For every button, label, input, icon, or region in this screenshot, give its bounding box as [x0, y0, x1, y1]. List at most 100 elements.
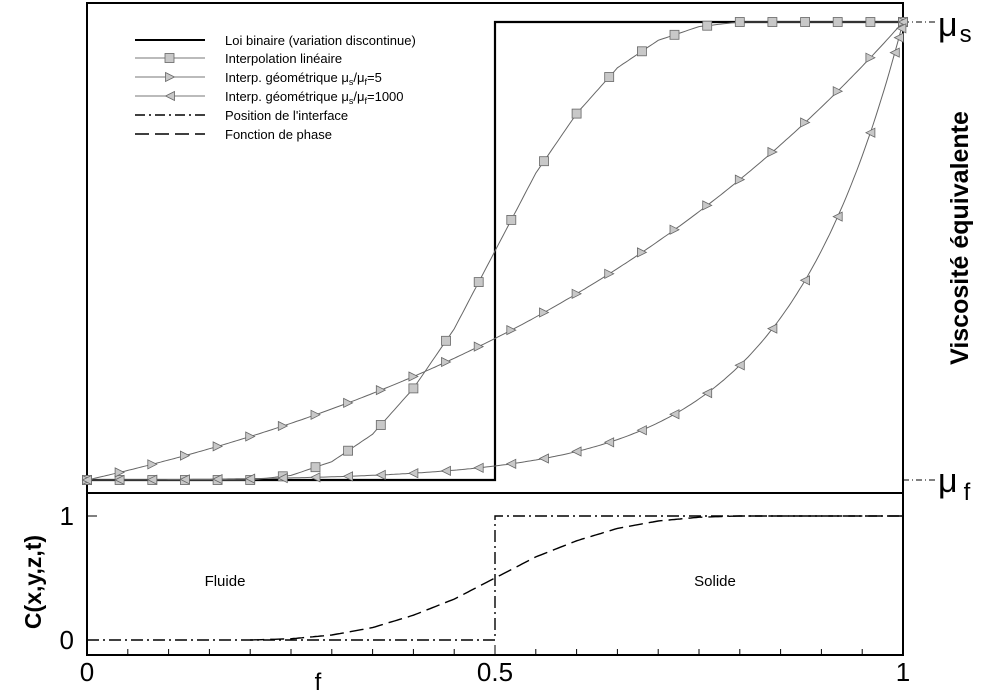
geometric-1000-marker: [375, 469, 386, 481]
linear-marker: [604, 72, 615, 82]
legend-swatch-geometric-1000: [135, 90, 205, 102]
x-axis-label: f: [315, 669, 322, 694]
geometric-5-marker: [277, 420, 289, 432]
linear-marker: [767, 17, 778, 27]
geometric-5-marker: [669, 224, 680, 235]
geometric-1000-marker: [538, 453, 549, 464]
legend-label-geometric-1000: Interp. géométrique μs/μf=1000: [225, 89, 404, 106]
geometric-1000-marker: [473, 462, 484, 473]
geometric-1000-marker: [408, 468, 419, 479]
linear-marker: [343, 445, 354, 456]
legend-label-geometric-5: Interp. géométrique μs/μf=5: [225, 70, 382, 87]
y-tick-label: 0: [60, 625, 74, 655]
geometric-5-marker: [832, 86, 844, 97]
geometric-5-marker: [441, 356, 452, 368]
lower-y-axis-label: C(x,y,z,t): [20, 535, 46, 629]
geometric-5-marker: [506, 324, 517, 336]
series-interface-position: [87, 515, 903, 641]
geometric-1000-marker: [832, 211, 843, 222]
series-phase-function: [250, 515, 903, 641]
geometric-1000-marker: [179, 474, 190, 485]
x-tick-label: 1: [896, 657, 910, 687]
geometric-5-marker: [245, 431, 256, 442]
geometric-1000-marker: [669, 409, 680, 420]
linear-marker: [832, 17, 843, 27]
geometric-1000-marker: [799, 275, 810, 286]
geometric-5-marker: [571, 288, 582, 299]
geometric-5-marker: [702, 200, 713, 211]
geometric-1000-marker: [146, 474, 158, 485]
legend-label-binary: Loi binaire (variation discontinue): [225, 33, 416, 48]
geometric-5-marker: [865, 52, 876, 63]
linear-marker: [375, 420, 386, 430]
geometric-1000-marker: [244, 473, 256, 484]
linear-marker: [800, 17, 810, 27]
geometric-5-marker: [604, 268, 615, 279]
geometric-1000-marker: [571, 446, 582, 457]
geometric-5-marker: [800, 117, 811, 128]
series-linear-line: [87, 21, 903, 481]
geometric-5-marker: [343, 397, 354, 409]
linear-marker: [310, 462, 321, 473]
y-tick-label: 1: [60, 501, 74, 531]
geometric-1000-marker: [342, 471, 353, 482]
geometric-1000-marker: [310, 472, 321, 483]
geometric-5-marker: [734, 174, 746, 185]
legend-swatch-linear: [135, 53, 205, 63]
geometric-5-marker: [375, 384, 387, 396]
linear-marker: [539, 156, 549, 167]
series-geometric-5-line: [86, 21, 904, 481]
annotation-solide: Solide: [694, 573, 736, 590]
geometric-1000-marker: [636, 425, 647, 436]
legend-swatch-geometric-5: [135, 71, 205, 83]
geometric-5-marker: [539, 307, 550, 318]
geometric-5-marker: [473, 341, 485, 352]
linear-marker: [865, 17, 876, 27]
geometric-1000-marker: [212, 473, 223, 485]
geometric-5-marker: [212, 441, 223, 452]
geometric-1000-marker: [440, 465, 451, 477]
geometric-1000-marker: [896, 23, 907, 34]
linear-marker: [506, 214, 517, 225]
geometric-5-marker: [637, 247, 648, 258]
mu-s-level-label: μs: [938, 6, 972, 48]
geometric-5-marker: [408, 371, 419, 382]
legend-label-interface: Position de l'interface: [225, 108, 348, 123]
geometric-1000-marker: [767, 323, 778, 334]
x-tick-label: 0: [80, 657, 94, 687]
legend-label-linear: Interpolation linéaire: [225, 51, 342, 66]
linear-marker: [408, 383, 419, 394]
geometric-1000-marker: [865, 127, 876, 138]
upper-series-layer: [81, 16, 909, 486]
geometric-5-marker: [767, 146, 778, 158]
geometric-1000-marker: [505, 458, 517, 469]
geometric-1000-marker: [701, 387, 713, 399]
geometric-5-marker: [310, 409, 321, 420]
linear-marker: [441, 335, 451, 346]
linear-marker: [734, 17, 745, 27]
linear-marker: [571, 108, 582, 119]
geometric-1000-marker: [734, 360, 745, 371]
linear-marker: [637, 46, 647, 57]
legend: Loi binaire (variation discontinue) Inte…: [135, 33, 416, 142]
geometric-1000-marker: [603, 437, 615, 448]
geometric-1000-marker: [114, 474, 125, 486]
lower-axis-ticks: 0 0.5 1 0 1: [60, 501, 911, 687]
geometric-5-marker: [114, 467, 125, 478]
linear-marker: [702, 20, 713, 31]
lower-series-layer: [87, 515, 903, 641]
upper-y-axis-label: Viscosité équivalente: [946, 111, 974, 365]
geometric-1000-marker: [81, 474, 92, 486]
linear-marker: [669, 29, 680, 40]
series-geometric-1000-line: [87, 21, 904, 481]
geometric-1000-marker: [893, 32, 904, 43]
geometric-1000-marker: [277, 472, 288, 484]
x-tick-label: 0.5: [477, 657, 513, 687]
geometric-1000-marker: [889, 47, 900, 58]
geometric-5-marker: [180, 450, 191, 461]
linear-marker: [473, 277, 484, 288]
geometric-5-marker: [147, 459, 158, 470]
legend-label-phase: Fonction de phase: [225, 127, 332, 142]
